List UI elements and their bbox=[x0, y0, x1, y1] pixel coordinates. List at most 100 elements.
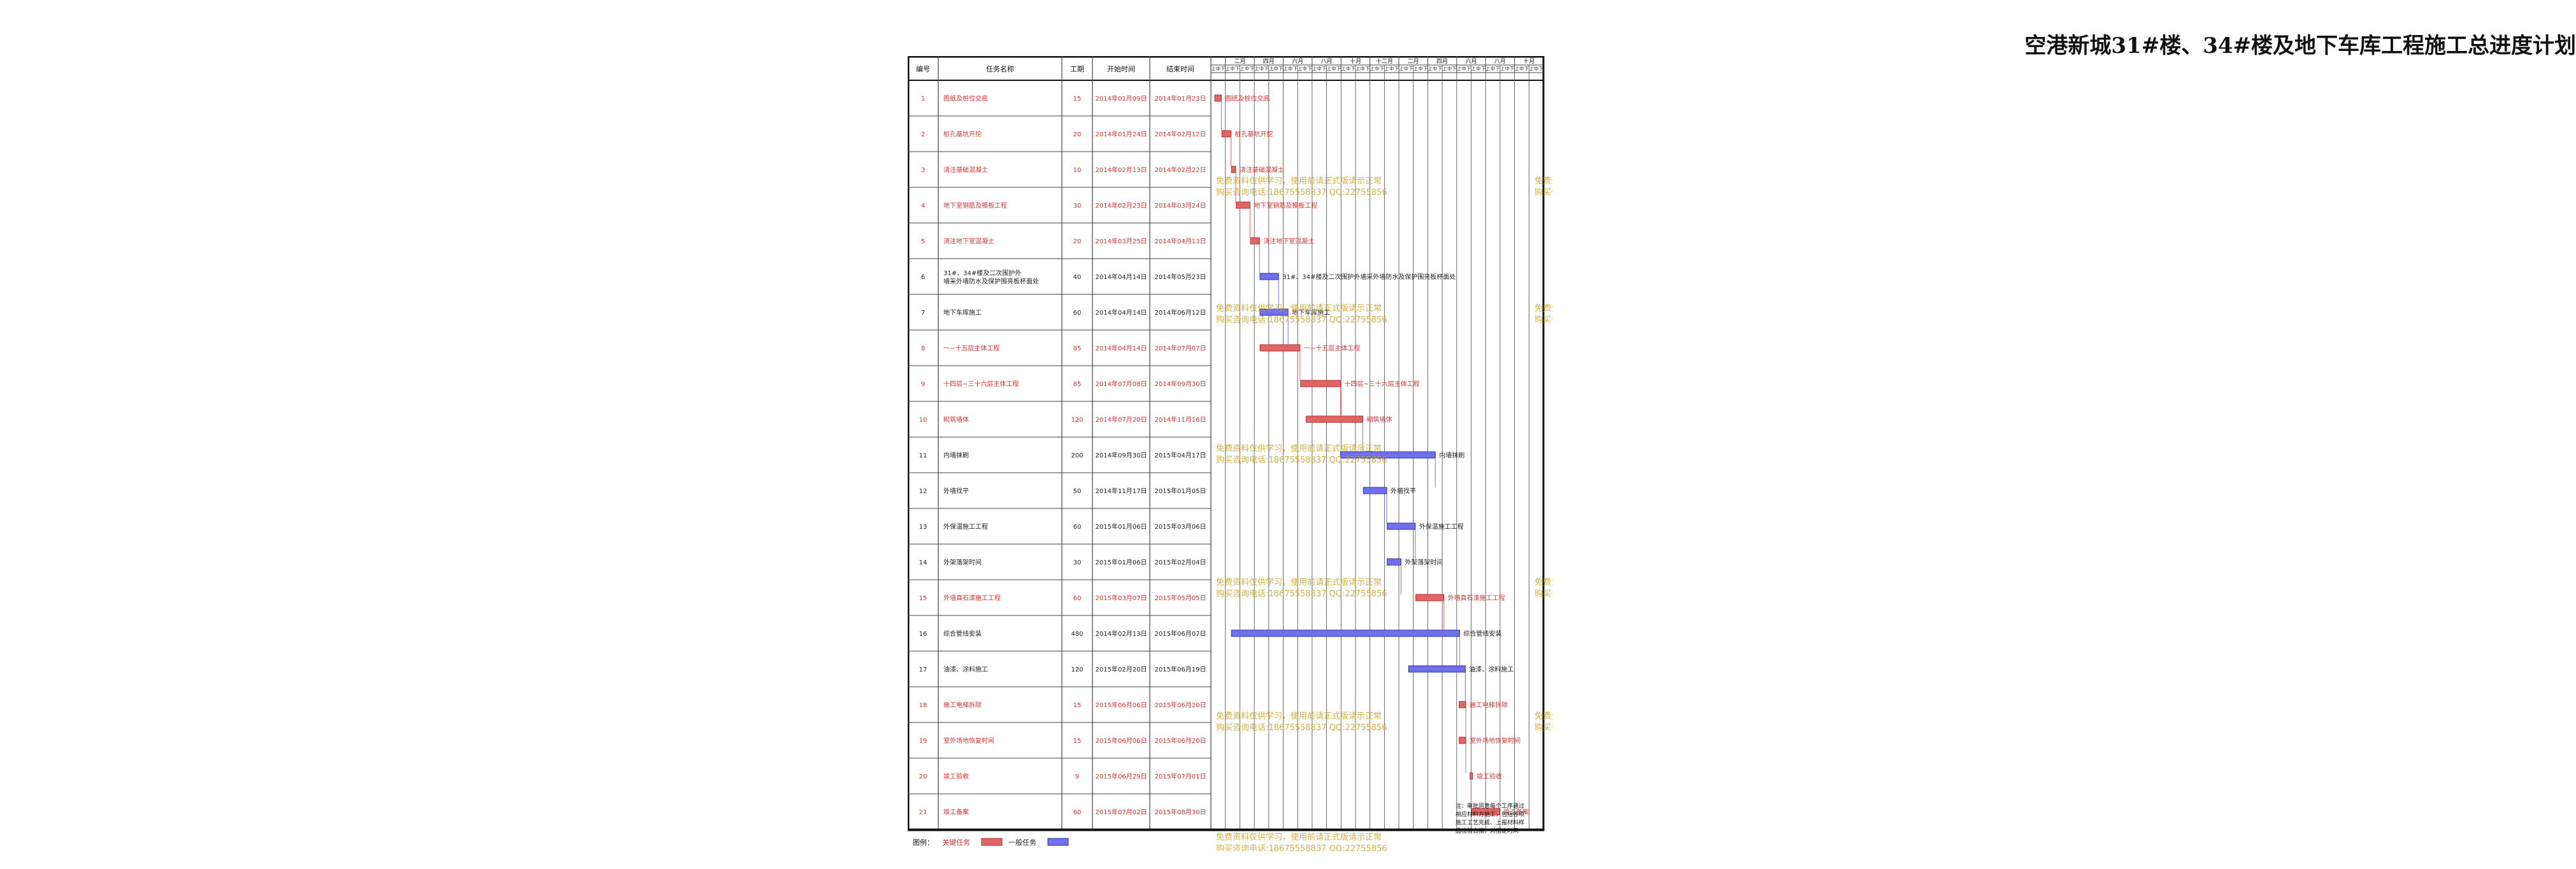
watermark-line2: 购买咨询电话:18675558837 QQ:22755856 bbox=[1216, 187, 1387, 198]
gantt-bar-label: 外架落架时间 bbox=[1405, 558, 1443, 566]
header-name: 任务名称 bbox=[986, 64, 1014, 73]
watermark-line2: 购买咨询电话:18675558837 QQ:22755856 bbox=[1535, 589, 1552, 599]
task-name: 油漆、涂料施工 bbox=[943, 665, 988, 673]
header-id: 编号 bbox=[916, 64, 930, 73]
gantt-bar bbox=[1214, 94, 1222, 102]
watermark-line2: 购买咨询电话:18675558837 QQ:22755856 bbox=[1216, 455, 1387, 465]
timeline-third: 中 bbox=[1433, 66, 1437, 71]
watermark-line1: 免费资料仅供学习，使用前请正式版请示正常 bbox=[1535, 711, 1552, 721]
task-id: 16 bbox=[919, 631, 927, 638]
task-end: 2014年02月22日 bbox=[1155, 166, 1206, 174]
gantt-bar-label: 综合管线安装 bbox=[1463, 629, 1501, 638]
timeline-third: 中 bbox=[1288, 66, 1292, 71]
task-duration: 120 bbox=[1071, 417, 1083, 424]
task-end: 2015年05月05日 bbox=[1155, 594, 1206, 602]
timeline-third: 下 bbox=[1308, 66, 1312, 71]
gantt-bar-label: 油漆、涂料施工 bbox=[1469, 665, 1513, 673]
timeline-third: 中 bbox=[1331, 66, 1336, 71]
timeline-third: 上 bbox=[1457, 66, 1461, 71]
task-name: 31#、34#楼及二次围护外 bbox=[943, 269, 1021, 277]
task-name: 桩孔基坑开挖 bbox=[943, 130, 982, 138]
gantt-bar-label: 竣工验收 bbox=[1477, 772, 1502, 780]
gantt-bar bbox=[1259, 344, 1301, 352]
task-duration: 20 bbox=[1073, 238, 1082, 245]
legend-normal-label: 一般任务 bbox=[1008, 838, 1036, 847]
watermark-line1: 免费资料仅供学习，使用前请正式版请示正常 bbox=[1216, 303, 1382, 313]
timeline-third: 下 bbox=[1365, 66, 1370, 71]
task-id: 15 bbox=[919, 595, 927, 602]
timeline-third: 下 bbox=[1524, 66, 1529, 71]
task-end: 2015年04月17日 bbox=[1155, 451, 1206, 459]
watermark-line2: 购买咨询电话:18675558837 QQ:22755856 bbox=[1535, 187, 1552, 198]
task-start: 2014年02月23日 bbox=[1096, 201, 1147, 210]
task-id: 5 bbox=[921, 238, 925, 245]
task-end: 2014年09月30日 bbox=[1155, 380, 1206, 388]
task-name: 地下车库施工 bbox=[943, 308, 982, 317]
task-end: 2014年06月12日 bbox=[1155, 308, 1206, 317]
task-start: 2014年04月14日 bbox=[1096, 273, 1147, 281]
timeline-month: 十二月 bbox=[1376, 57, 1393, 65]
gantt-bar-label: 室外场地恢复时间 bbox=[1470, 736, 1521, 745]
task-name: 外墙真石漆施工工程 bbox=[943, 594, 1001, 602]
task-duration: 20 bbox=[1073, 131, 1082, 138]
gantt-bar-label: 31#、34#楼及二次围护外墙采外墙防水及保护围亮板杯面处 bbox=[1282, 273, 1456, 281]
timeline-month: 十月 bbox=[1350, 57, 1361, 65]
watermark-line1: 免费资料仅供学习，使用前请正式版请示正常 bbox=[1535, 577, 1552, 587]
timeline-third: 下 bbox=[1293, 66, 1298, 71]
timeline-third: 下 bbox=[1423, 66, 1428, 71]
timeline-third: 下 bbox=[1466, 66, 1471, 71]
timeline-third: 下 bbox=[1264, 66, 1269, 71]
task-end: 2015年08月30日 bbox=[1155, 808, 1206, 816]
timeline-third: 中 bbox=[1303, 66, 1307, 71]
task-start: 2014年09月30日 bbox=[1096, 451, 1147, 459]
timeline-third: 中 bbox=[1389, 66, 1394, 71]
gantt-bar-label: 外墙真石漆施工工程 bbox=[1448, 594, 1505, 602]
gantt-bar-label: 浇注基础混凝土 bbox=[1240, 166, 1284, 174]
timeline-third: 上 bbox=[1254, 66, 1259, 71]
task-end: 2014年11月16日 bbox=[1155, 415, 1206, 424]
task-duration: 30 bbox=[1073, 203, 1082, 210]
gantt-bar bbox=[1231, 629, 1460, 637]
task-end: 2014年01月23日 bbox=[1155, 94, 1206, 103]
timeline-month: 八月 bbox=[1494, 58, 1506, 65]
task-name: 外保温施工工程 bbox=[943, 522, 988, 531]
watermark-line2: 购买咨询电话:18675558837 QQ:22755856 bbox=[1216, 844, 1387, 851]
task-duration: 200 bbox=[1071, 452, 1083, 459]
task-duration: 15 bbox=[1073, 702, 1082, 709]
task-end: 2015年06月19日 bbox=[1155, 665, 1206, 673]
task-id: 4 bbox=[921, 203, 925, 210]
task-name: 图纸及桩位交底 bbox=[943, 94, 988, 103]
gantt-bar-label: 桩孔基坑开挖 bbox=[1234, 130, 1273, 138]
timeline-third: 上 bbox=[1428, 66, 1433, 71]
timeline-third: 上 bbox=[1486, 66, 1491, 71]
timeline-third: 下 bbox=[1336, 66, 1341, 71]
task-start: 2015年02月20日 bbox=[1096, 665, 1147, 673]
task-end: 2015年03月06日 bbox=[1155, 522, 1206, 531]
task-name-cont: 墙采外墙防水及保护围亮板杯面处 bbox=[943, 277, 1039, 285]
footnote: 注：审批同意每个工序通过 bbox=[1456, 802, 1524, 810]
timeline-month: 二月 bbox=[1234, 58, 1245, 65]
timeline-third: 上 bbox=[1226, 66, 1230, 71]
timeline-third: 下 bbox=[1496, 66, 1500, 71]
gantt-bar bbox=[1306, 415, 1364, 423]
watermark-line1: 免费资料仅供学习，使用前请正式版请示正常 bbox=[1216, 176, 1382, 186]
gantt-bar bbox=[1340, 451, 1436, 459]
gantt-bar-label: 施工电梯拆除 bbox=[1470, 701, 1508, 709]
timeline-third: 中 bbox=[1361, 66, 1365, 71]
gantt-bar bbox=[1259, 273, 1279, 280]
header-start: 开始时间 bbox=[1107, 64, 1135, 73]
task-duration: 120 bbox=[1071, 666, 1083, 673]
timeline-third: 下 bbox=[1278, 66, 1283, 71]
task-id: 10 bbox=[919, 417, 927, 424]
task-id: 9 bbox=[921, 381, 925, 388]
task-name: 外架落架时间 bbox=[943, 558, 982, 566]
task-end: 2015年06月20日 bbox=[1155, 701, 1206, 709]
task-duration: 480 bbox=[1071, 631, 1083, 638]
gantt-bar bbox=[1300, 380, 1341, 387]
task-duration: 40 bbox=[1073, 274, 1082, 281]
gantt-bar-label: 地下车库施工 bbox=[1292, 308, 1330, 317]
watermark-line1: 免费资料仅供学习，使用前请正式版请示正常 bbox=[1535, 176, 1552, 186]
task-duration: 85 bbox=[1073, 381, 1082, 388]
timeline-third: 上 bbox=[1211, 66, 1215, 71]
timeline-third: 上 bbox=[1342, 66, 1346, 71]
